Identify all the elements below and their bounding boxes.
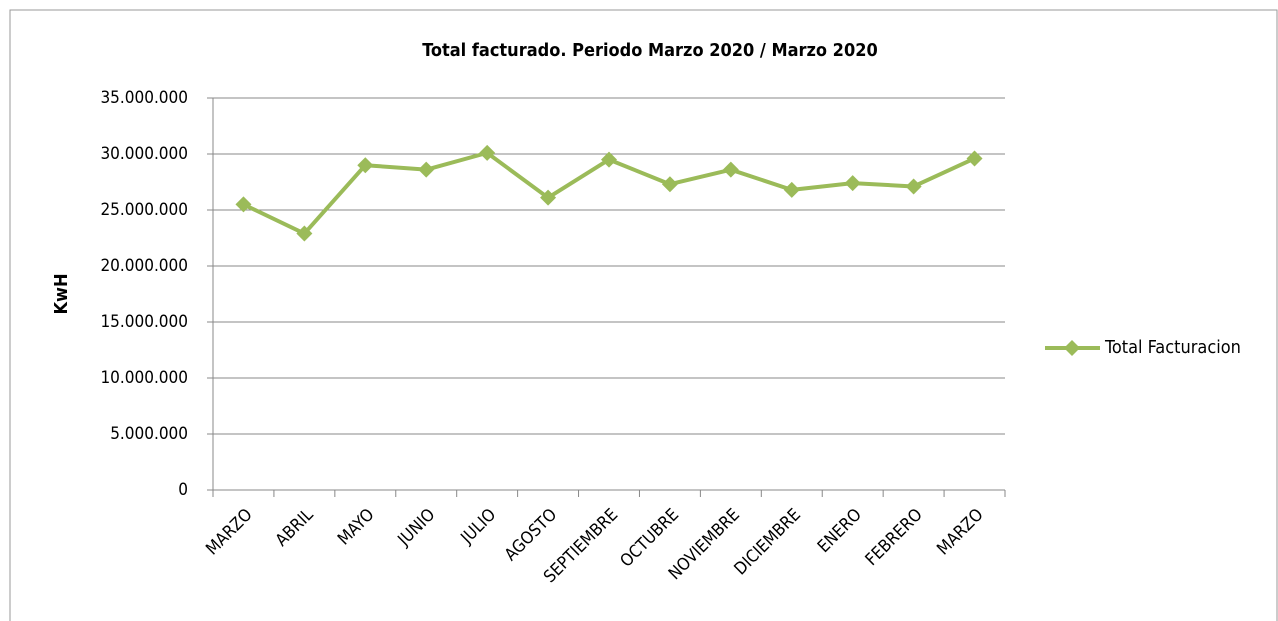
y-axis-label: KwH [51, 273, 72, 314]
legend-label: Total Facturacion [1104, 337, 1241, 358]
marker [661, 176, 678, 193]
marker [722, 161, 739, 178]
marker [540, 189, 557, 206]
y-tick-label: 20.000.000 [100, 256, 188, 276]
y-tick-label: 5.000.000 [110, 424, 188, 444]
chart-title: Total facturado. Periodo Marzo 2020 / Ma… [422, 40, 878, 61]
y-tick-label: 0 [178, 480, 188, 500]
y-tick-label: 15.000.000 [100, 312, 188, 332]
marker [357, 157, 374, 174]
marker [479, 144, 496, 161]
legend-marker [1064, 340, 1080, 356]
marker [783, 181, 800, 198]
marker [235, 196, 252, 213]
marker [418, 161, 435, 178]
y-tick-label: 35.000.000 [100, 88, 188, 108]
marker [296, 225, 313, 242]
y-tick-label: 30.000.000 [100, 144, 188, 164]
y-tick-label: 25.000.000 [100, 200, 188, 220]
marker [601, 151, 617, 168]
marker [905, 178, 922, 195]
y-tick-label: 10.000.000 [100, 368, 188, 388]
chart-frame [9, 9, 1278, 621]
marker [844, 175, 861, 192]
marker [966, 150, 983, 167]
